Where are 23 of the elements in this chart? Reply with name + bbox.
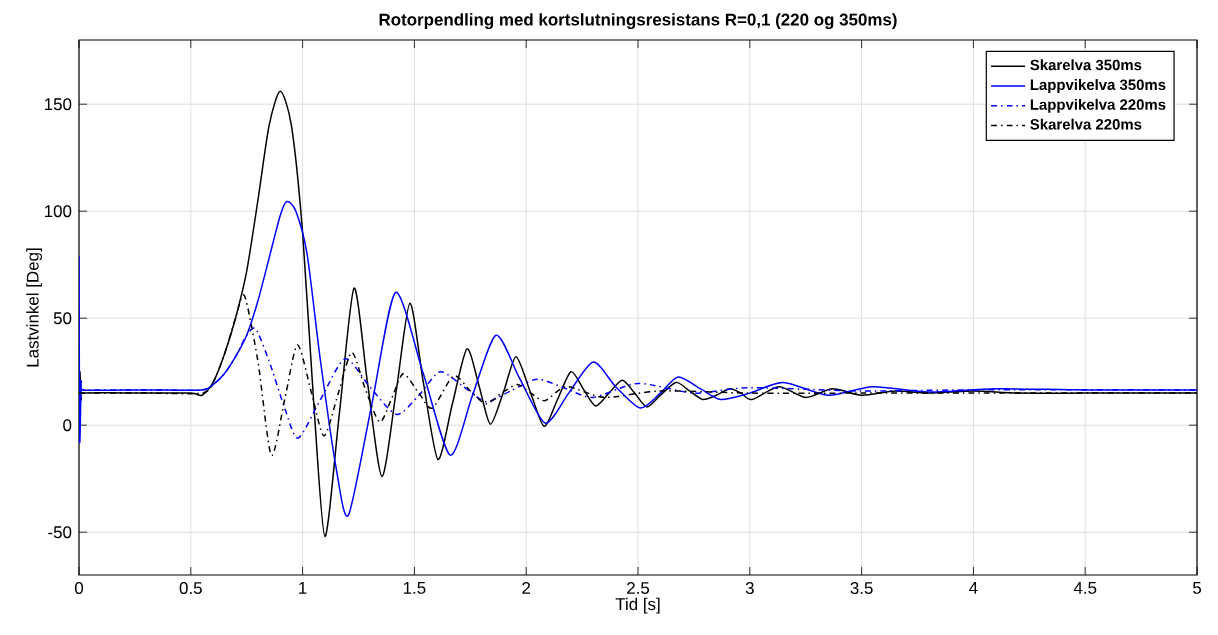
x-tick-label: 5 xyxy=(1192,582,1202,594)
x-tick-label: 3.5 xyxy=(850,582,873,595)
legend-label: Skarelva 220ms xyxy=(1030,118,1142,130)
x-tick-label: 2 xyxy=(522,582,531,594)
legend-label: Skarelva 350ms xyxy=(1030,59,1142,71)
y-tick-label: 50 xyxy=(53,312,72,325)
y-axis-title: Lastvinkel [Deg] xyxy=(26,248,43,367)
x-tick-label: 2.5 xyxy=(627,582,650,595)
y-tick-label: 0 xyxy=(63,419,72,432)
x-tick-label: 3 xyxy=(745,582,754,595)
legend-label: Lappvikelva 350ms xyxy=(1030,79,1166,93)
x-tick-label: 0.5 xyxy=(179,582,202,595)
chart-title: Rotorpendling med kortslutningsresistans R=0,1 (220 og 350ms) xyxy=(379,13,897,30)
x-tick-label: 1 xyxy=(299,582,307,594)
x-axis-title: Tid [s] xyxy=(615,597,660,614)
y-tick-label: 100 xyxy=(44,205,72,218)
x-tick-label: 4.5 xyxy=(1073,582,1097,594)
y-tick-label: 150 xyxy=(44,98,72,111)
y-tick-label: -50 xyxy=(48,526,72,539)
legend-label: Lappvikelva 220ms xyxy=(1030,98,1166,113)
x-tick-label: 0 xyxy=(74,582,84,595)
x-tick-label: 1.5 xyxy=(403,582,426,594)
x-tick-label: 4 xyxy=(969,582,978,594)
